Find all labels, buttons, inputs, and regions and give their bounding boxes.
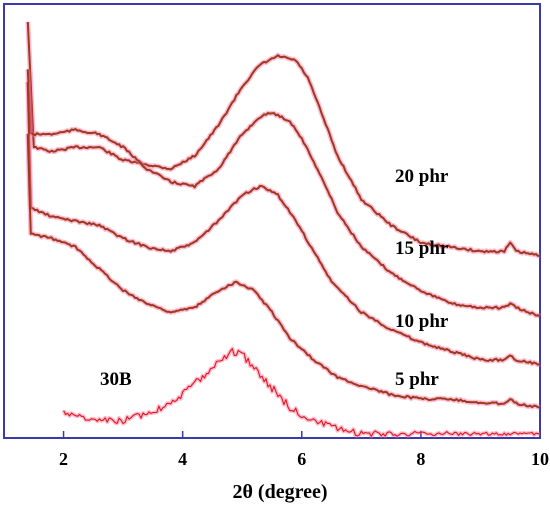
x-tick-label-8: 8 [416,449,425,469]
series-label-20phr: 20 phr [395,166,449,187]
series-halo-15phr [25,69,542,319]
x-ticks: 2 4 6 8 10 [59,431,549,469]
series-halo-10phr [25,81,541,368]
series-label-10phr: 10 phr [395,311,449,332]
series-line-5phr [26,133,541,409]
x-tick-label-2: 2 [59,449,68,469]
x-tick-label-4: 4 [178,449,187,469]
series-halo-5phr [25,133,541,411]
series-line-15phr [26,69,541,318]
series-label-5phr: 5 phr [395,369,439,390]
series-line-20phr [26,21,541,257]
series-curves [25,21,542,439]
series-halo-30b [61,346,540,439]
series-label-15phr: 15 phr [395,238,449,259]
x-tick-label-6: 6 [297,449,306,469]
x-axis-title: 2θ (degree) [232,481,327,503]
series-label-30b: 30B [100,369,132,390]
series-line-30b [63,348,540,437]
series-line-10phr [26,81,541,366]
plot-frame [3,3,541,439]
x-tick-label-10: 10 [531,449,549,469]
